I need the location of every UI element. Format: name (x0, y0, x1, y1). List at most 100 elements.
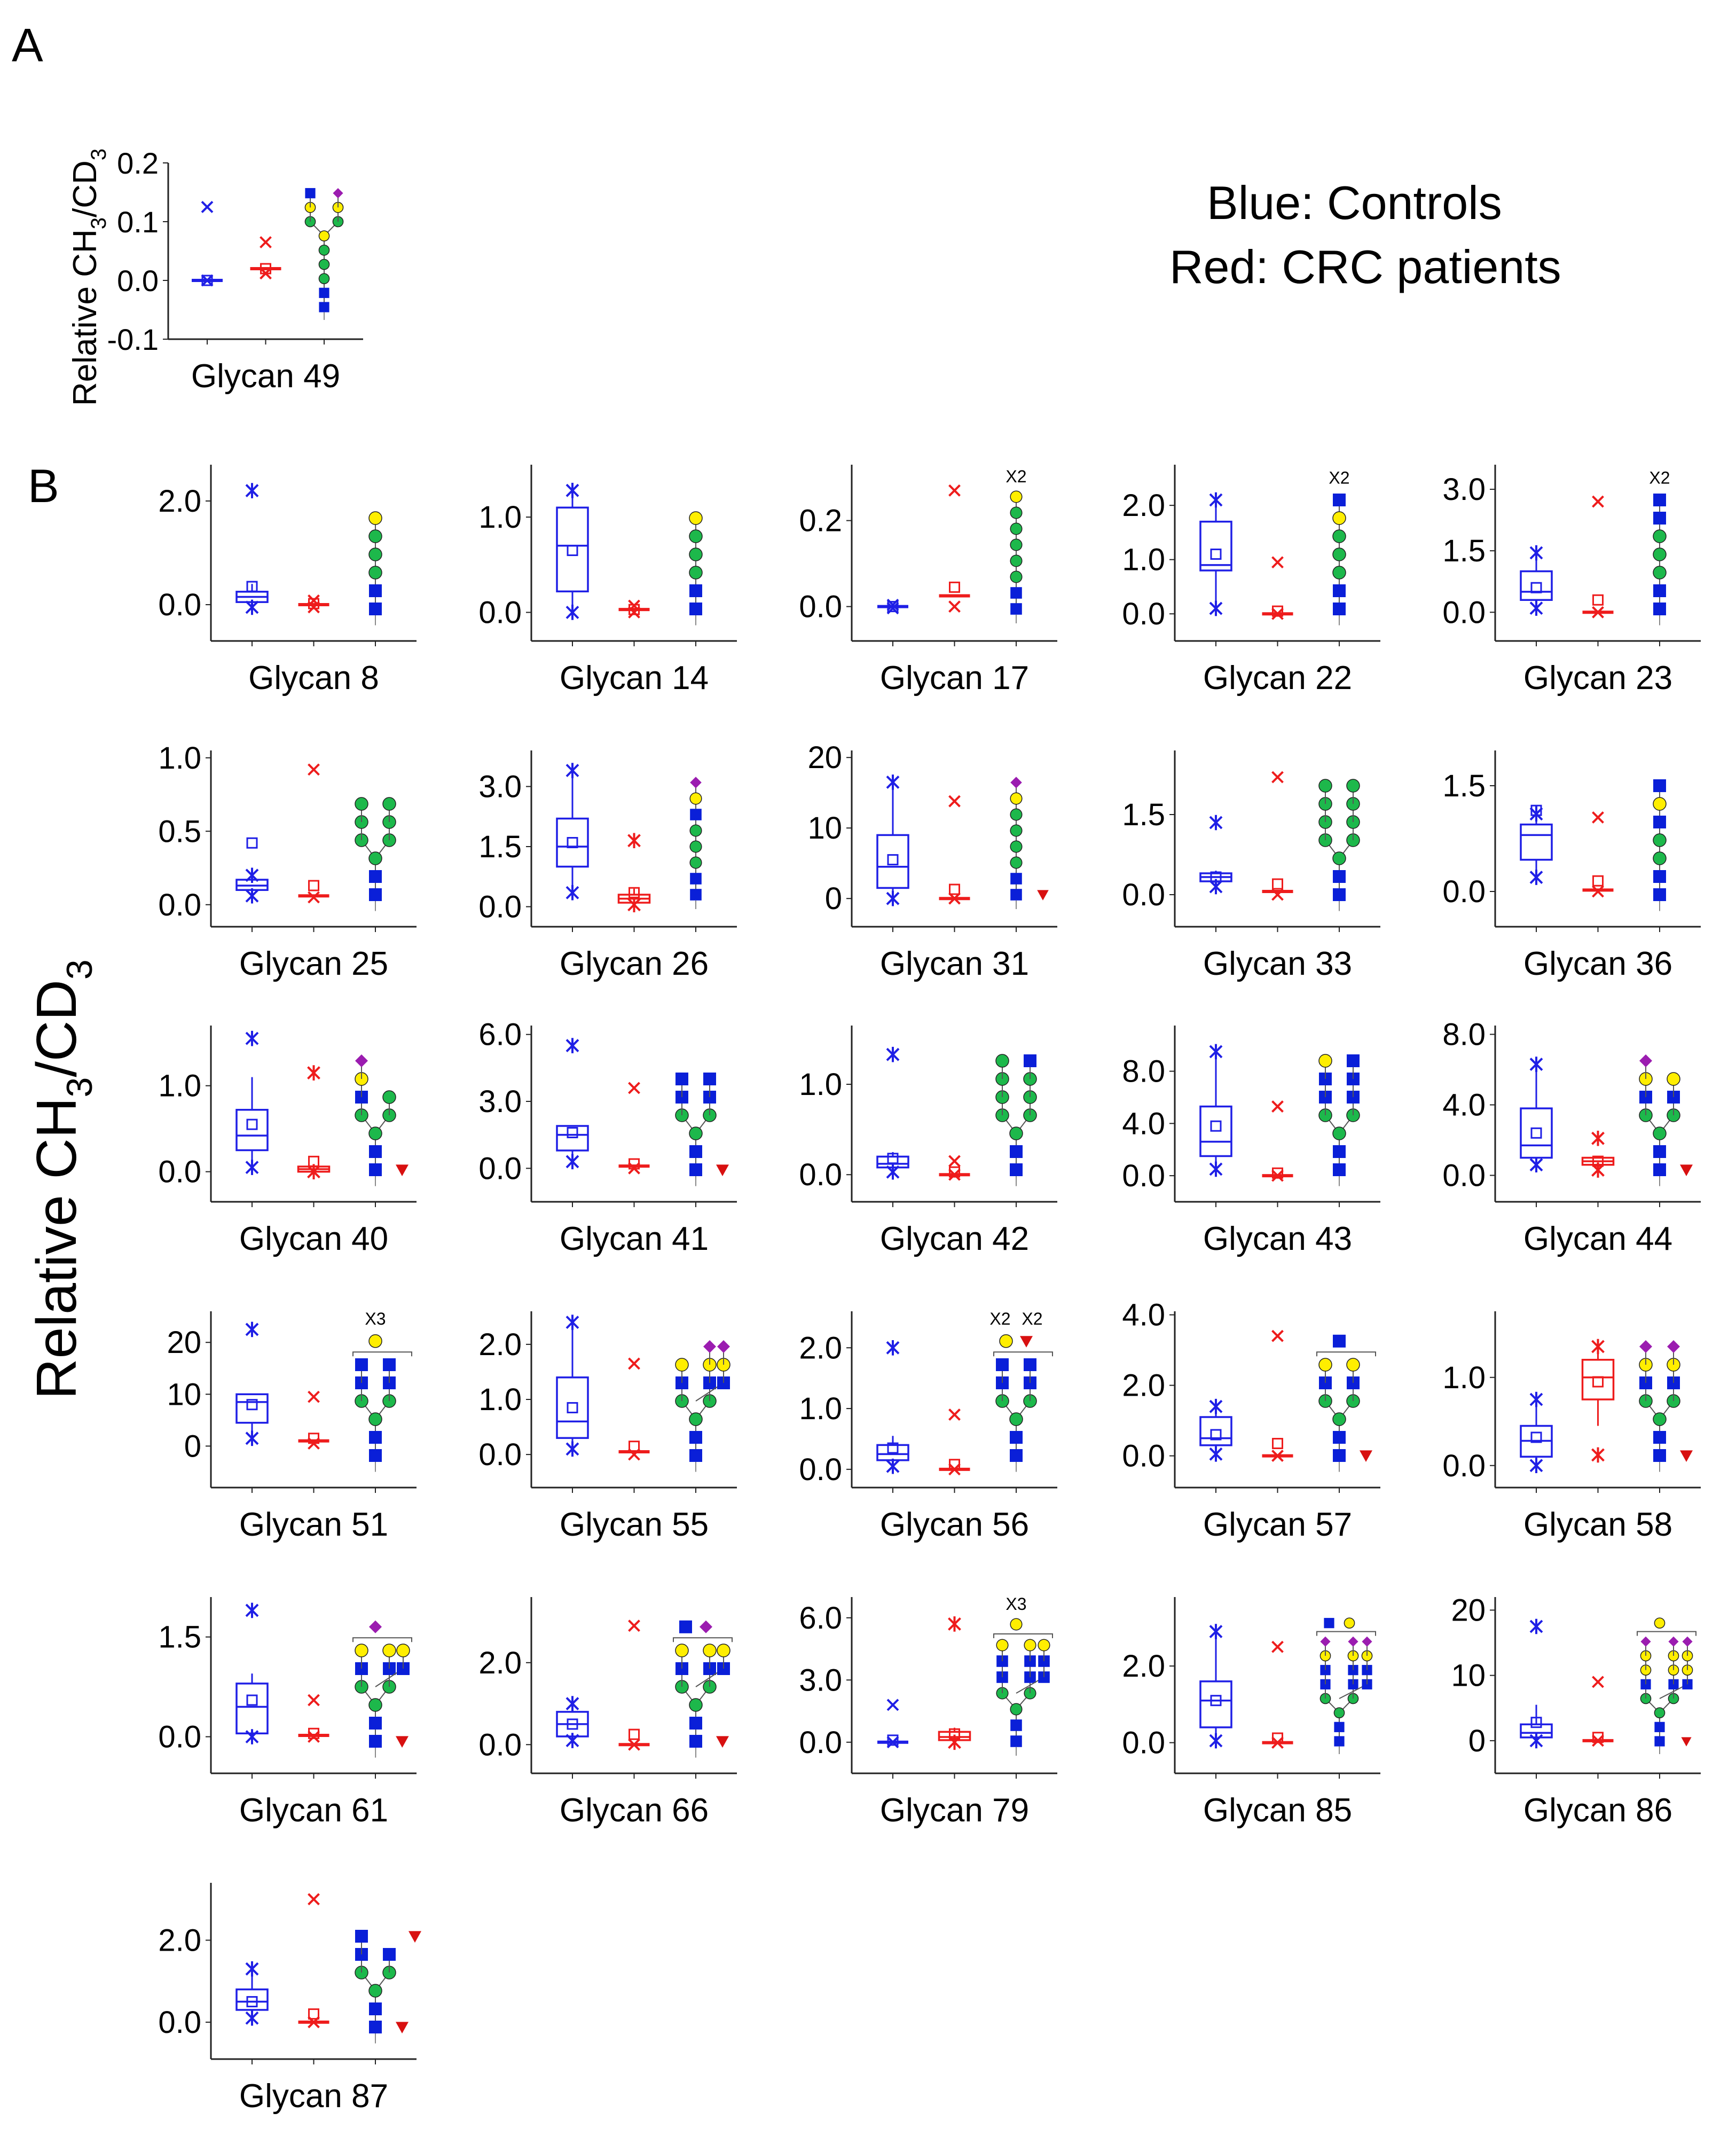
y-tick-label: 0.0 (158, 2005, 201, 2040)
controls-box (556, 506, 589, 592)
glycan-13-node-glcnac (1010, 1145, 1023, 1158)
controls-max (245, 1030, 259, 1046)
glycan-4-node-mannose (1332, 547, 1346, 561)
y-tick-label: -0.1 (107, 323, 159, 356)
glycan-0-node-galactose (318, 230, 330, 242)
glycan-24-node-glcnac (1362, 1679, 1372, 1689)
glycan-4-node-mannose (1332, 529, 1346, 543)
controls-mean (887, 1734, 899, 1746)
panel-b-ylabel-mid: /CD (25, 980, 88, 1077)
crc-min (1592, 606, 1604, 619)
glycan-5: X2 (1649, 468, 1670, 625)
y-tick-label: 0.0 (158, 888, 201, 922)
glycan-19-node-galactose (1318, 1358, 1332, 1372)
glycan-3-node-mannose (1010, 554, 1023, 567)
glycan-13-node-mannose (1009, 1126, 1023, 1140)
controls-mean (567, 1718, 578, 1730)
controls-max (886, 598, 899, 611)
controls-min (565, 605, 579, 620)
glycan-25-node-mannose (1654, 1707, 1666, 1719)
glycan-25-node-glcnac (1668, 1679, 1679, 1689)
glycan-24-node-sialic (1320, 1636, 1331, 1647)
controls-mean (246, 1399, 258, 1411)
glycan-24-node-sialic (1362, 1636, 1372, 1647)
controls-max (245, 867, 259, 883)
glycan-20-node-glcnac (1653, 1449, 1666, 1462)
glycan-23-top-galactose (1010, 1618, 1023, 1631)
glycan-1-node-mannose (368, 547, 382, 561)
glycan-2-node-galactose (689, 511, 703, 525)
controls-min (1529, 870, 1543, 885)
glycan-11-node-mannose (382, 1090, 396, 1104)
glycan-18-node-glcnac (996, 1358, 1009, 1371)
glycan-17 (675, 1340, 730, 1472)
controls-min (565, 1154, 579, 1170)
glycan-7-node-glcnac (690, 809, 702, 820)
y-tick-label: 3.0 (799, 1663, 842, 1697)
glycan-7-node-glcnac (690, 873, 702, 885)
glycan-1-node-mannose (368, 566, 382, 580)
chart-glycan-25: 0.0 0.5 1.0 Glycan 25 (158, 741, 417, 982)
y-tick-label: 0 (184, 1429, 201, 1464)
glycan-3-node-galactose (1010, 490, 1023, 503)
crc-max (1592, 1676, 1604, 1688)
controls-max (1529, 1618, 1543, 1634)
chart-glycan-56: 0.0 1.0 2.0 X2 X2 Glycan 56 (799, 1309, 1057, 1543)
glycan-6 (355, 797, 396, 911)
controls-mean (887, 1153, 899, 1164)
y-tick-label: 6.0 (478, 1018, 522, 1052)
glycan-20-node-glcnac (1653, 1431, 1666, 1444)
y-tick-label: 0.0 (1442, 1449, 1486, 1483)
crc-max (308, 1694, 320, 1707)
controls-max (565, 1315, 579, 1330)
glycan-0-node-sialic (333, 188, 343, 199)
controls-min (245, 599, 259, 615)
y-tick-label: 1.0 (158, 1069, 201, 1104)
glycan-16-node-mannose (368, 1412, 382, 1426)
glycan-12 (675, 1073, 729, 1186)
glycan-23-node-glcnac (1010, 1735, 1022, 1747)
crc-mean (308, 880, 319, 891)
y-tick-label: 0.0 (158, 1155, 201, 1190)
glycan-16-bracket (352, 1351, 412, 1357)
chart-glycan-40: 0.0 1.0 Glycan 40 (158, 1026, 417, 1257)
glycan-14 (1318, 1054, 1360, 1186)
glycan-2-node-glcnac (689, 584, 702, 597)
chart-glycan-42: 0.0 1.0 Glycan 42 (799, 1026, 1057, 1257)
glycan-25-node-sialic (1668, 1636, 1679, 1647)
crc-max (1271, 771, 1284, 784)
glycan-10-node-glcnac (1653, 816, 1666, 828)
controls-min (565, 885, 579, 901)
crc-max (628, 1619, 640, 1632)
crc-max (1592, 495, 1604, 508)
controls-box (1199, 1105, 1232, 1157)
y-tick-label: 1.0 (158, 741, 201, 776)
chart-glycan-43: 0.0 4.0 8.0 Glycan 43 (1122, 1026, 1380, 1257)
crc-max (260, 236, 272, 248)
y-tick-label: 0.0 (1442, 595, 1486, 630)
glycan-0 (304, 188, 344, 320)
glycan-20-node-mannose (1653, 1412, 1667, 1426)
glycan-21-top-sialic (369, 1620, 382, 1633)
controls-max (1209, 1044, 1223, 1060)
crc-mean (949, 1166, 960, 1178)
controls-max (565, 1696, 579, 1711)
glycan-24-node-glcnac (1334, 1736, 1345, 1747)
y-tick-label: 0.1 (117, 205, 159, 239)
y-tick-label: 0.0 (799, 590, 842, 624)
glycan-6-node-glcnac (369, 888, 382, 901)
y-tick-label: 0.0 (478, 1437, 522, 1472)
glycan-25-node-sialic (1682, 1636, 1693, 1647)
y-tick-label: 0.0 (1442, 874, 1486, 909)
crc-max (1592, 811, 1604, 824)
crc-mean (1272, 1438, 1283, 1449)
controls-max (565, 763, 579, 778)
controls-min (1209, 600, 1223, 616)
glycan-24-node-glcnac (1320, 1679, 1331, 1689)
glycan-8-node-mannose (1010, 824, 1023, 837)
controls-min (886, 1736, 899, 1749)
chart-glycan-26: 0.0 1.5 3.0 Glycan 26 (478, 750, 737, 982)
panel-a-ylabel-sub2: 3 (87, 148, 111, 160)
glycan-3-node-mannose (1010, 506, 1023, 519)
y-tick-label: 2.0 (158, 1923, 201, 1958)
